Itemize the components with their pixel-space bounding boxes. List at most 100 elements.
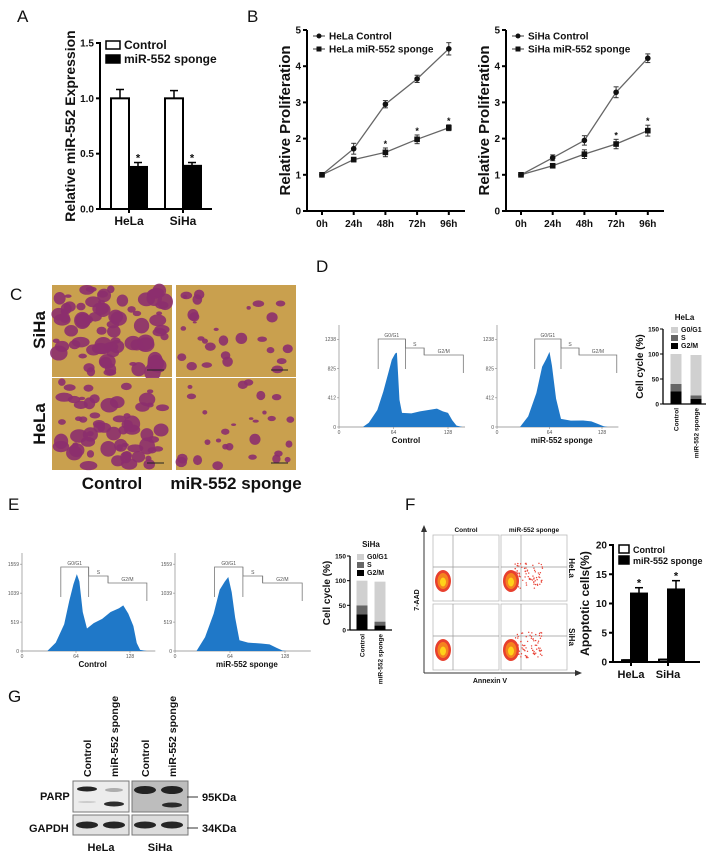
event-dot bbox=[527, 656, 529, 659]
stained-colony bbox=[116, 444, 123, 451]
event-dot bbox=[537, 656, 539, 658]
event-dot bbox=[526, 640, 529, 643]
event-dot bbox=[541, 567, 544, 569]
x-tick-label: 72h bbox=[408, 219, 425, 230]
event-dot bbox=[514, 563, 516, 565]
event-dot bbox=[521, 566, 523, 569]
stained-colony bbox=[110, 337, 121, 344]
event-dot bbox=[537, 572, 540, 574]
stained-colony bbox=[186, 393, 197, 400]
gate-label: S bbox=[97, 570, 101, 576]
y-tick-label: 0.5 bbox=[80, 149, 94, 160]
marker-label-34kda: 34KDa bbox=[202, 823, 237, 835]
event-dot bbox=[518, 653, 520, 655]
y-tick-label: 0 bbox=[601, 658, 607, 669]
stained-colony bbox=[86, 367, 96, 377]
stained-colony bbox=[53, 291, 66, 305]
panel-label-f: F bbox=[405, 495, 415, 514]
event-dot bbox=[524, 576, 526, 578]
event-dot bbox=[531, 579, 534, 581]
event-dot bbox=[525, 636, 527, 638]
legend-marker-square bbox=[316, 46, 322, 52]
stained-colony bbox=[92, 420, 106, 428]
stained-colony bbox=[64, 325, 79, 337]
band-parp-full bbox=[161, 786, 183, 794]
histogram-area bbox=[47, 574, 147, 651]
blot-membrane-hela-gapdh bbox=[72, 814, 130, 836]
y-tick-label: 0 bbox=[169, 649, 172, 655]
band-parp-full bbox=[77, 786, 97, 792]
event-dot bbox=[540, 581, 543, 583]
stained-colony bbox=[160, 332, 169, 341]
stained-colony bbox=[248, 454, 257, 460]
legend-swatch bbox=[105, 40, 121, 50]
significance-star: * bbox=[646, 116, 650, 126]
x-tick-label: 96h bbox=[639, 219, 656, 230]
panel-label-d: D bbox=[316, 257, 328, 276]
blot-membrane-siha-gapdh bbox=[131, 814, 189, 836]
x-tick-label: miR-552 sponge bbox=[378, 634, 385, 685]
row-label-parp: PARP bbox=[40, 791, 70, 803]
stained-colony bbox=[94, 336, 113, 355]
stained-colony bbox=[121, 419, 133, 429]
data-point-square bbox=[382, 149, 389, 156]
event-dot bbox=[520, 640, 522, 643]
panel-label-e: E bbox=[8, 495, 19, 514]
stained-colony bbox=[187, 384, 193, 389]
panel-label-a: A bbox=[17, 7, 29, 26]
gate-label: G2/M bbox=[592, 349, 604, 355]
stained-colony bbox=[272, 454, 281, 464]
x-tick-label: 0 bbox=[21, 654, 24, 660]
event-dot bbox=[532, 575, 534, 577]
x-tick-label: 0h bbox=[515, 219, 527, 230]
column-label-sponge: miR-552 sponge bbox=[509, 527, 560, 534]
event-dot bbox=[532, 638, 534, 640]
y-tick-label: 1.5 bbox=[80, 39, 94, 50]
lane-label: Control bbox=[140, 740, 152, 777]
histogram-label: miR-552 sponge bbox=[216, 660, 278, 669]
x-tick-label: 72h bbox=[607, 219, 624, 230]
y-tick-label: 0 bbox=[16, 649, 19, 655]
band-parp-full bbox=[134, 786, 156, 794]
data-point-circle bbox=[613, 89, 619, 96]
stacked-segment-s bbox=[690, 395, 702, 399]
event-dot bbox=[519, 576, 521, 578]
stained-colony bbox=[132, 310, 142, 317]
stained-colony bbox=[79, 460, 98, 471]
x-tick-label: 128 bbox=[126, 654, 135, 660]
stained-colony bbox=[54, 433, 69, 450]
event-dot bbox=[525, 584, 528, 586]
event-dot bbox=[517, 635, 519, 638]
stained-colony bbox=[215, 438, 222, 443]
legend-swatch bbox=[105, 54, 121, 64]
event-dot bbox=[541, 579, 543, 582]
stacked-segment-g0g1 bbox=[356, 580, 368, 606]
histogram-label: miR-552 sponge bbox=[531, 436, 593, 445]
column-label-sponge: miR-552 sponge bbox=[170, 474, 301, 493]
event-dot bbox=[525, 567, 527, 569]
event-density-core bbox=[440, 577, 446, 587]
y-tick-label: 3 bbox=[295, 98, 301, 109]
chart-title: HeLa bbox=[675, 313, 695, 322]
stained-colony bbox=[116, 294, 129, 307]
stained-colony bbox=[107, 325, 121, 338]
event-dot bbox=[525, 655, 528, 658]
y-tick-label: 1039 bbox=[8, 591, 19, 597]
y-tick-label: 2 bbox=[295, 134, 301, 145]
data-point-circle bbox=[414, 76, 420, 82]
stacked-segment-g2m bbox=[690, 399, 702, 404]
event-dot bbox=[539, 637, 542, 640]
band-gapdh bbox=[76, 821, 98, 829]
row-label-hela: HeLa bbox=[567, 558, 576, 578]
event-dot bbox=[519, 587, 521, 589]
blot-membrane-hela-parp bbox=[72, 780, 130, 813]
stained-colony bbox=[257, 336, 267, 342]
legend-label: Control bbox=[124, 38, 167, 52]
data-point-circle bbox=[549, 154, 556, 161]
x-tick-label: 64 bbox=[73, 654, 79, 660]
stained-colony bbox=[252, 419, 259, 423]
event-dot bbox=[528, 631, 530, 634]
stained-colony bbox=[146, 402, 154, 408]
dot-plot-hela-sponge bbox=[500, 534, 568, 602]
event-density-core bbox=[508, 646, 514, 656]
